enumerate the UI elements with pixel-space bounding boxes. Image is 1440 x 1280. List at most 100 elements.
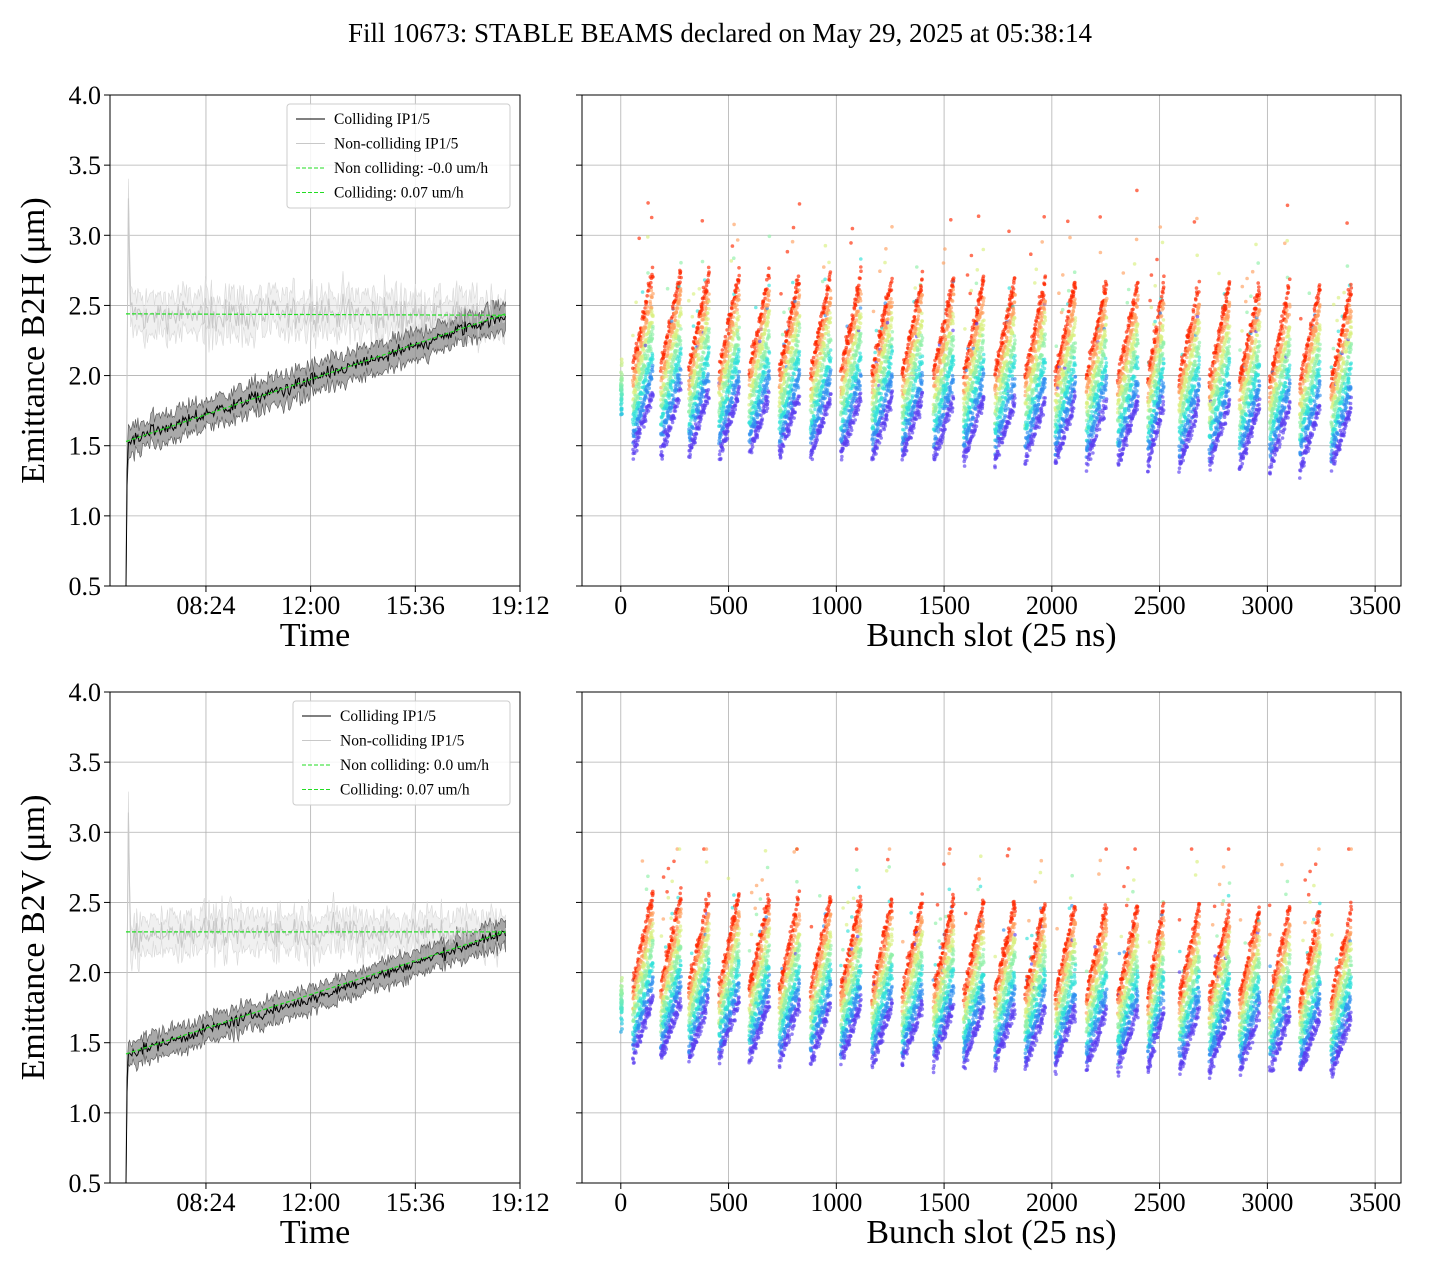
bunch-point xyxy=(884,247,888,251)
bunch-point xyxy=(797,274,801,278)
bunch-point xyxy=(812,356,816,360)
bunch-point xyxy=(911,431,915,435)
bunch-point xyxy=(756,334,760,338)
bunch-point xyxy=(620,376,624,380)
bunch-point xyxy=(859,315,863,319)
bunch-point xyxy=(767,365,771,369)
bunch-point xyxy=(764,350,768,354)
bunch-point xyxy=(620,373,624,377)
bunch-point xyxy=(821,417,825,421)
bunch-point xyxy=(693,441,697,445)
bunch-point xyxy=(900,458,904,462)
bunch-point xyxy=(643,414,647,418)
bunch-point xyxy=(858,384,862,388)
bunch-point xyxy=(707,380,711,384)
bunch-point xyxy=(857,284,861,288)
bunch-point xyxy=(846,390,850,394)
bunch-point xyxy=(766,407,770,411)
bunch-point xyxy=(886,317,890,321)
bunch-point xyxy=(641,290,645,294)
bunch-point xyxy=(768,309,772,313)
bunch-point xyxy=(699,417,703,421)
bunch-point xyxy=(819,429,823,433)
bunch-point xyxy=(703,367,707,371)
bunch-point xyxy=(650,306,654,310)
bunch-point xyxy=(651,292,655,296)
bunch-point xyxy=(671,394,675,398)
bunch-point xyxy=(797,386,801,390)
bunch-point xyxy=(718,453,722,457)
bunch-point xyxy=(849,241,853,245)
bunch-point xyxy=(678,373,682,377)
bunch-point xyxy=(726,430,730,434)
bunch-point xyxy=(884,367,888,371)
bunch-point xyxy=(650,398,654,402)
bunch-point xyxy=(798,368,802,372)
bunch-point xyxy=(920,379,924,383)
bunch-point xyxy=(632,457,636,461)
bunch-point xyxy=(859,355,863,359)
bunch-point xyxy=(692,324,696,328)
bunch-point xyxy=(707,300,711,304)
bunch-point xyxy=(651,325,655,329)
legend-entry: Non-colliding IP1/5 xyxy=(334,136,459,153)
y-tick-label: 4.0 xyxy=(69,81,102,110)
bunch-point xyxy=(697,353,701,357)
bunch-point xyxy=(706,402,710,406)
bunch-point xyxy=(729,348,733,352)
bunch-point xyxy=(651,394,655,398)
bunch-point xyxy=(731,315,735,319)
bunch-point xyxy=(858,326,862,330)
bunch-point xyxy=(827,333,831,337)
bunch-point xyxy=(707,351,711,355)
bunch-point xyxy=(798,293,802,297)
bunch-point xyxy=(779,455,783,459)
bunch-point xyxy=(706,355,710,359)
bunch-point xyxy=(679,353,683,357)
bunch-point xyxy=(920,324,924,328)
bunch-point xyxy=(651,354,655,358)
bunch-point xyxy=(640,376,644,380)
bunch-point xyxy=(688,453,692,457)
bunch-point xyxy=(636,348,640,352)
bunch-point xyxy=(678,293,682,297)
bunch-point xyxy=(890,288,894,292)
bunch-point xyxy=(698,424,702,428)
bunch-point xyxy=(719,393,723,397)
bunch-point xyxy=(825,292,829,296)
bunch-point xyxy=(792,372,796,376)
bunch-point xyxy=(678,298,682,302)
bunch-point xyxy=(829,368,833,372)
bunch-point xyxy=(854,304,858,308)
bunch-point xyxy=(736,311,740,315)
bunch-point xyxy=(706,372,710,376)
bunch-point xyxy=(886,321,890,325)
bunch-point xyxy=(732,375,736,379)
y-tick-label: 3.5 xyxy=(69,151,102,180)
bunch-point xyxy=(634,301,638,305)
bunch-point xyxy=(707,266,711,270)
bunch-point xyxy=(845,346,849,350)
x-tick-label: 19:12 xyxy=(490,591,549,620)
bunch-point xyxy=(921,391,925,395)
bunch-point xyxy=(635,449,639,453)
bunch-point xyxy=(791,281,795,285)
bunch-point xyxy=(767,266,771,270)
bunch-point xyxy=(912,383,916,387)
bunch-point xyxy=(829,321,833,325)
bunch-point xyxy=(651,369,655,373)
bunch-point xyxy=(679,388,683,392)
bunch-point xyxy=(909,436,913,440)
bunch-point xyxy=(889,356,893,360)
bunch-point xyxy=(678,280,682,284)
bunch-point xyxy=(787,341,791,345)
bunch-point xyxy=(855,372,859,376)
bunch-point xyxy=(706,281,710,285)
bunch-point xyxy=(620,363,624,367)
bunch-point xyxy=(853,357,857,361)
bunch-point xyxy=(766,320,770,324)
bunch-point xyxy=(647,409,651,413)
bunch-point xyxy=(687,299,691,303)
bunch-point xyxy=(651,266,655,270)
